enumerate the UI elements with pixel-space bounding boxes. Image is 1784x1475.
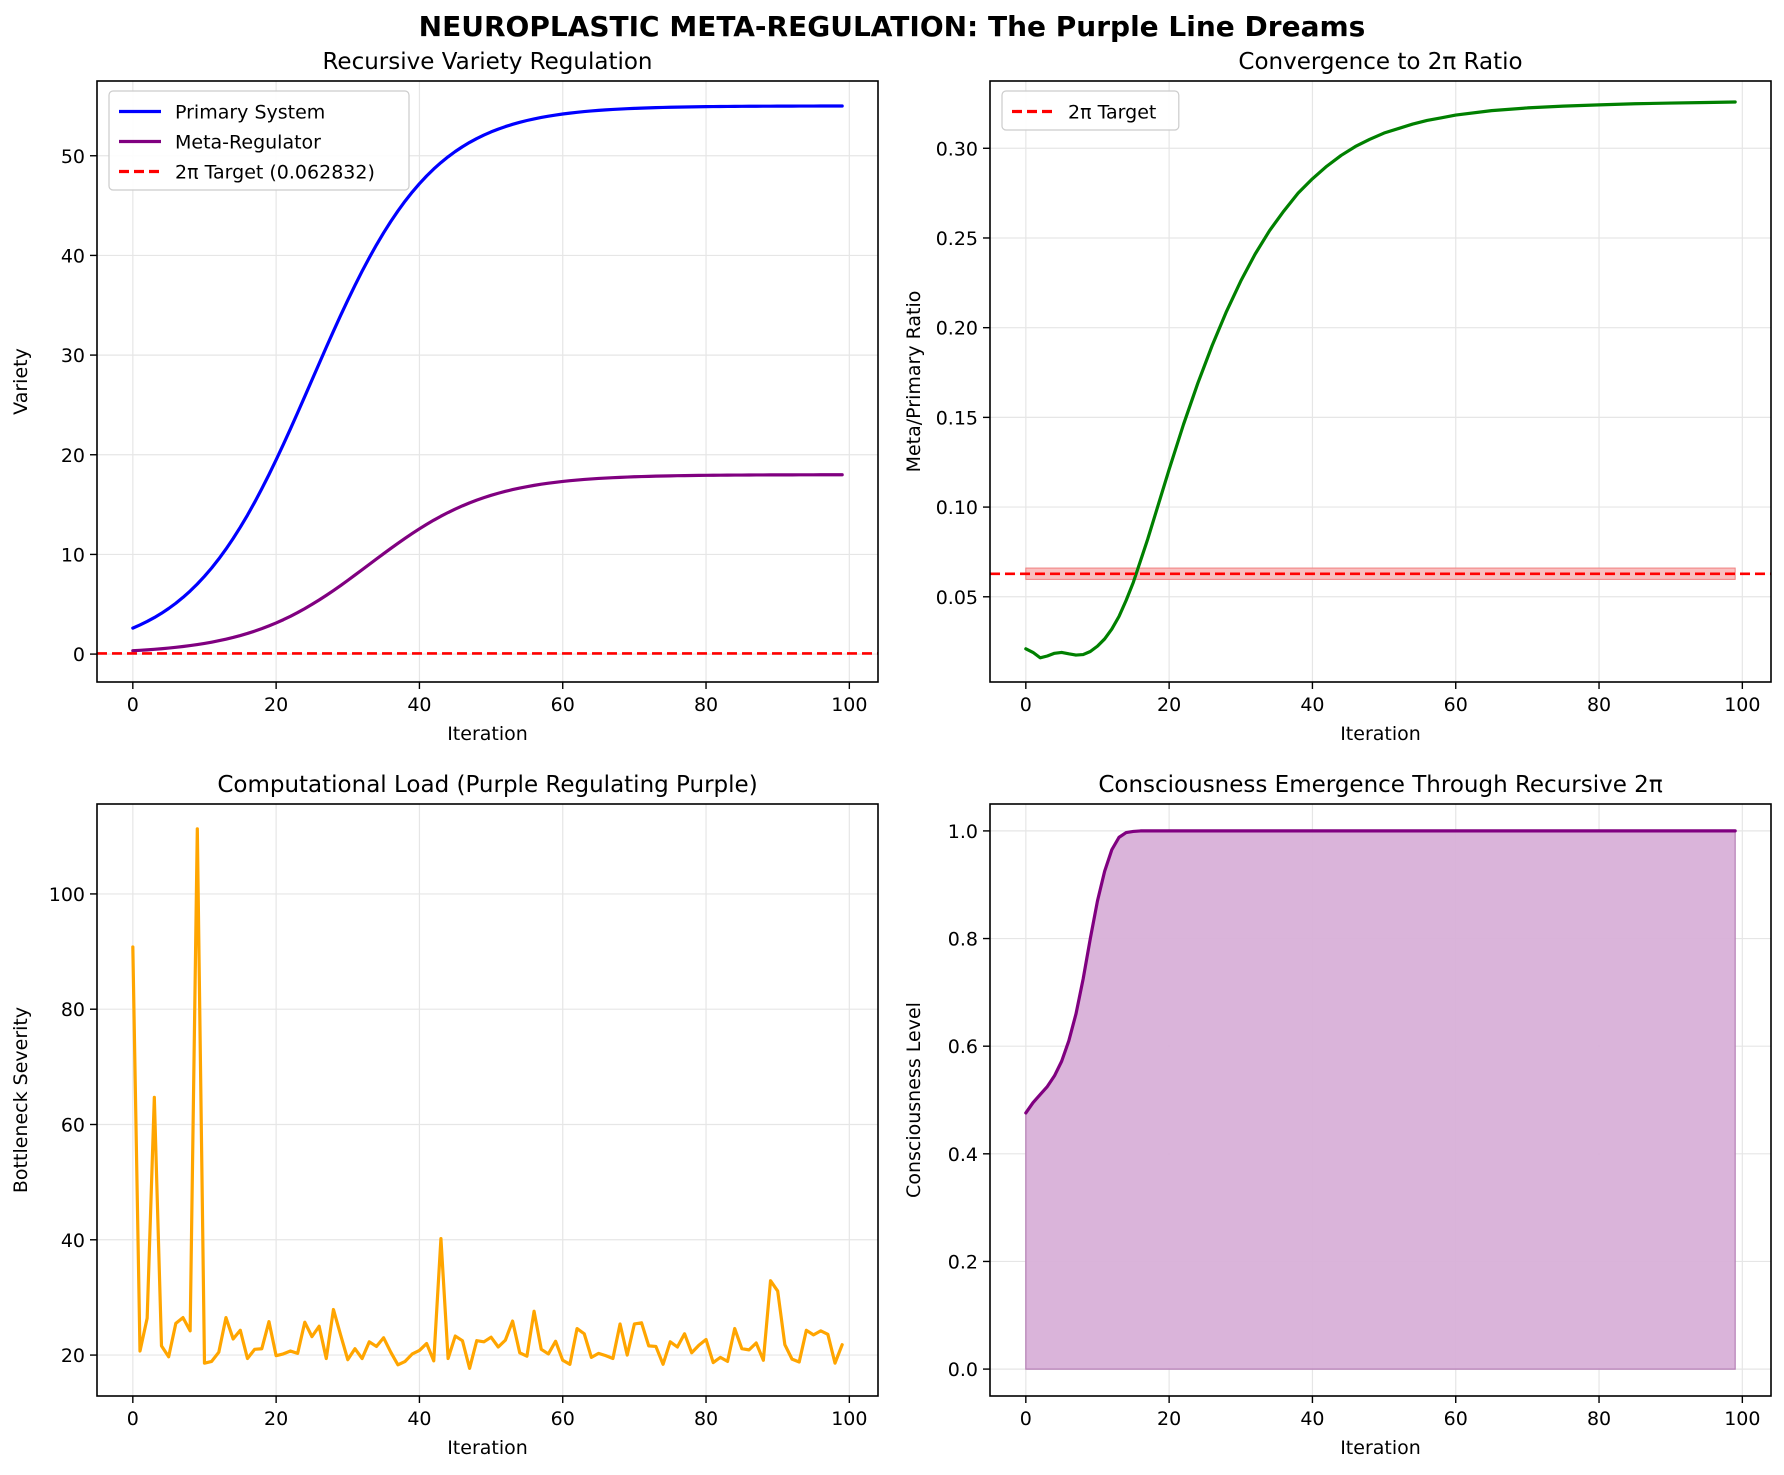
y-tick-label: 20 [61,445,85,467]
y-tick-label: 40 [61,245,85,267]
y-tick-label: 0.2 [948,1251,978,1273]
y-tick-label: 100 [49,884,85,906]
y-tick-label: 0.25 [936,228,978,250]
chart-title: Computational Load (Purple Regulating Pu… [217,772,757,798]
series-line-meta [131,473,844,653]
chart-title: Recursive Variety Regulation [322,49,652,75]
y-tick-label: 0.6 [948,1036,978,1058]
legend-label: 2π Target [1068,102,1156,124]
x-tick-label: 60 [1444,694,1468,716]
y-tick-label: 10 [61,544,85,566]
x-axis-label: Iteration [447,723,528,745]
y-tick-label: 80 [61,999,85,1021]
y-axis-label: Variety [10,348,32,415]
axes-frame [96,80,879,683]
y-tick-label: 40 [61,1230,85,1252]
legend-label: 2π Target (0.062832) [175,162,375,184]
legend-label: Meta-Regulator [175,132,321,154]
y-tick-label: 60 [61,1114,85,1136]
series-line-ratio [1024,100,1737,660]
chart-title: Convergence to 2π Ratio [1238,49,1522,75]
x-tick-label: 40 [1300,1408,1324,1430]
axes-frame [96,803,879,1397]
legend: 2π Target [1001,90,1180,131]
chart-load: 0 20 40 60 80 100 20 40 60 80 100 Computational Loa… [10,772,879,1459]
y-tick-label: 0.8 [948,929,978,951]
chart-consciousness: 0 20 40 60 80 100 0.0 0.2 0.4 0.6 0.8 1.0 Consciousn… [903,772,1772,1459]
y-tick-label: 20 [61,1345,85,1367]
chart-ratio: 0 20 40 60 80 100 0.05 0.10 0.15 0.20 0.25 0.30 Conv… [903,49,1772,745]
x-tick-label: 0 [127,694,139,716]
y-axis-label: Consciousness Level [903,1002,925,1198]
chart-title: Consciousness Emergence Through Recursiv… [1098,772,1663,798]
y-tick-label: 0.4 [948,1144,978,1166]
legend-box [1001,90,1180,131]
y-axis-label: Meta/Primary Ratio [903,291,925,473]
x-tick-label: 80 [1587,694,1611,716]
y-tick-label: 0.15 [936,407,978,429]
x-tick-label: 20 [264,1408,288,1430]
x-tick-label: 60 [551,1408,575,1430]
y-tick-label: 0.20 [936,318,978,340]
x-tick-label: 100 [1724,694,1760,716]
x-tick-label: 20 [1157,694,1181,716]
y-tick-label: 0.30 [936,138,978,160]
x-tick-label: 60 [1444,1408,1468,1430]
legend-box [108,90,410,191]
chart-variety: 0 20 40 60 80 100 0 10 20 30 40 50 Recursive Variety… [10,49,879,745]
x-axis-label: Iteration [447,1437,528,1459]
legend-label: Primary System [175,102,325,124]
y-tick-label: 0.0 [948,1359,978,1381]
y-tick-label: 1.0 [948,821,978,843]
legend: Primary System Meta-Regulator 2π Target (0… [108,90,410,191]
x-axis-label: Iteration [1340,723,1421,745]
figure-title: NEUROPLASTIC META-REGULATION: The Purple… [419,10,1366,43]
axes-frame [989,80,1772,683]
x-tick-label: 80 [694,694,718,716]
y-tick-label: 30 [61,345,85,367]
x-tick-label: 80 [1587,1408,1611,1430]
x-tick-label: 100 [831,1408,867,1430]
y-tick-label: 50 [61,146,85,168]
x-tick-label: 20 [1157,1408,1181,1430]
x-axis-label: Iteration [1340,1437,1421,1459]
x-tick-label: 0 [127,1408,139,1430]
axes-frame [989,803,1772,1397]
y-tick-label: 0 [73,644,85,666]
series-line-load [131,827,844,1370]
x-tick-label: 40 [407,694,431,716]
x-tick-label: 100 [1724,1408,1760,1430]
y-axis-label: Bottleneck Severity [10,1007,32,1193]
x-tick-label: 0 [1020,694,1032,716]
x-tick-label: 80 [694,1408,718,1430]
x-tick-label: 40 [1300,694,1324,716]
series-line-primary [131,104,844,630]
area-fill [1025,830,1736,1370]
x-tick-label: 0 [1020,1408,1032,1430]
series-line-consciousness [1024,829,1737,1115]
x-tick-label: 20 [264,694,288,716]
x-tick-label: 100 [831,694,867,716]
x-tick-label: 40 [407,1408,431,1430]
x-tick-label: 60 [551,694,575,716]
y-tick-label: 0.05 [936,587,978,609]
y-tick-label: 0.10 [936,497,978,519]
